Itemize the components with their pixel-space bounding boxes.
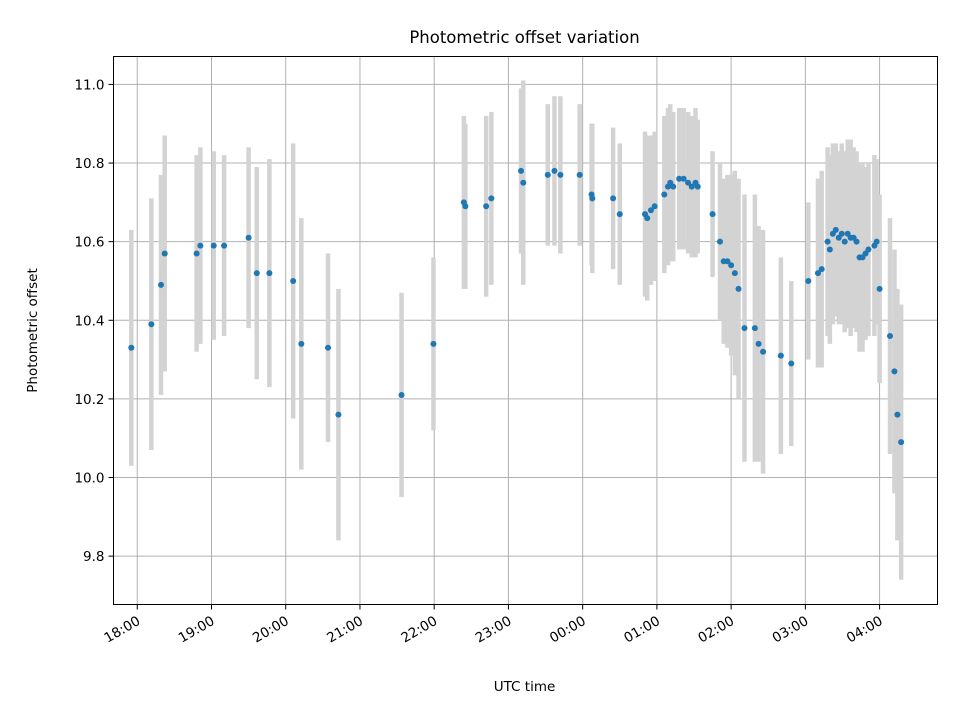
data-point — [128, 344, 135, 351]
data-point — [731, 270, 738, 277]
x-tick-label: 01:00 — [621, 613, 663, 646]
data-point — [557, 171, 564, 178]
y-tick-label: 9.8 — [83, 549, 104, 565]
data-point — [805, 277, 812, 284]
data-point — [755, 340, 762, 347]
data-point — [610, 195, 617, 202]
data-point — [197, 242, 204, 249]
data-point — [488, 195, 495, 202]
data-point — [193, 250, 200, 257]
data-point — [430, 340, 437, 347]
y-tick-label: 10.4 — [74, 313, 104, 329]
x-tick-label: 19:00 — [176, 613, 218, 646]
data-point — [873, 238, 880, 245]
y-tick-label: 10.0 — [74, 471, 104, 487]
data-point — [325, 344, 332, 351]
x-axis-ticks: 18:00 19:00 20:00 21:00 22:00 23:00 00:00 01:00… — [102, 604, 886, 646]
data-point — [647, 207, 654, 214]
data-point — [335, 411, 342, 418]
data-point — [483, 203, 490, 210]
data-point — [148, 321, 155, 328]
data-point — [576, 171, 583, 178]
data-point — [651, 203, 658, 210]
data-point — [788, 360, 795, 367]
data-point — [826, 246, 833, 253]
data-point — [741, 325, 748, 332]
data-point — [676, 175, 683, 182]
y-tick-label: 10.8 — [74, 156, 104, 172]
data-point — [724, 258, 731, 265]
data-point — [544, 171, 551, 178]
data-point — [520, 179, 527, 186]
data-point — [688, 183, 695, 190]
x-tick-label: 20:00 — [250, 613, 292, 646]
data-point — [266, 270, 273, 277]
data-point — [298, 340, 305, 347]
x-tick-label: 00:00 — [547, 613, 589, 646]
data-point — [161, 250, 168, 257]
data-point — [853, 238, 860, 245]
y-tick-label: 11.0 — [74, 77, 104, 93]
data-point — [716, 238, 723, 245]
x-tick-label: 22:00 — [398, 613, 440, 646]
data-point — [760, 348, 767, 355]
data-point — [221, 242, 228, 249]
x-tick-label: 18:00 — [102, 613, 144, 646]
data-point — [158, 281, 165, 288]
x-tick-label: 23:00 — [473, 613, 515, 646]
data-point — [865, 246, 872, 253]
plot-frame — [113, 56, 938, 605]
x-tick-label: 21:00 — [324, 613, 366, 646]
data-point — [661, 191, 668, 198]
data-point — [685, 179, 692, 186]
data-point — [777, 352, 784, 359]
data-point — [728, 262, 735, 269]
data-point — [751, 325, 758, 332]
data-point — [898, 439, 905, 446]
data-point — [886, 333, 893, 340]
chart-title: Photometric offset variation — [409, 28, 639, 47]
data-point — [876, 285, 883, 292]
data-point — [841, 238, 848, 245]
data-point — [735, 285, 742, 292]
x-tick-label: 02:00 — [695, 613, 737, 646]
data-point — [616, 211, 623, 218]
data-point — [894, 411, 901, 418]
data-point — [709, 211, 716, 218]
x-axis-label: UTC time — [494, 679, 556, 695]
data-point — [832, 226, 839, 233]
x-tick-label: 03:00 — [770, 613, 812, 646]
data-point — [253, 270, 260, 277]
y-axis-ticks: 9.8 10.0 10.2 10.4 10.6 10.8 11.0 — [74, 77, 114, 565]
data-point — [644, 215, 651, 222]
error-bars — [129, 80, 904, 580]
data-point — [824, 238, 831, 245]
y-axis-label: Photometric offset — [25, 268, 41, 392]
data-point — [398, 391, 405, 398]
data-point — [814, 270, 821, 277]
data-point — [210, 242, 217, 249]
data-points — [128, 167, 905, 446]
data-point — [462, 203, 469, 210]
data-point — [518, 167, 525, 174]
data-point — [818, 266, 825, 273]
y-tick-label: 10.6 — [74, 235, 104, 251]
data-point — [551, 167, 558, 174]
data-point — [245, 234, 252, 241]
data-point — [589, 195, 596, 202]
data-point — [694, 183, 701, 190]
data-point — [891, 368, 898, 375]
data-point — [838, 230, 845, 237]
data-point — [680, 175, 687, 182]
x-tick-label: 04:00 — [844, 613, 886, 646]
data-point — [290, 277, 297, 284]
data-point — [670, 183, 677, 190]
y-tick-label: 10.2 — [74, 392, 104, 408]
